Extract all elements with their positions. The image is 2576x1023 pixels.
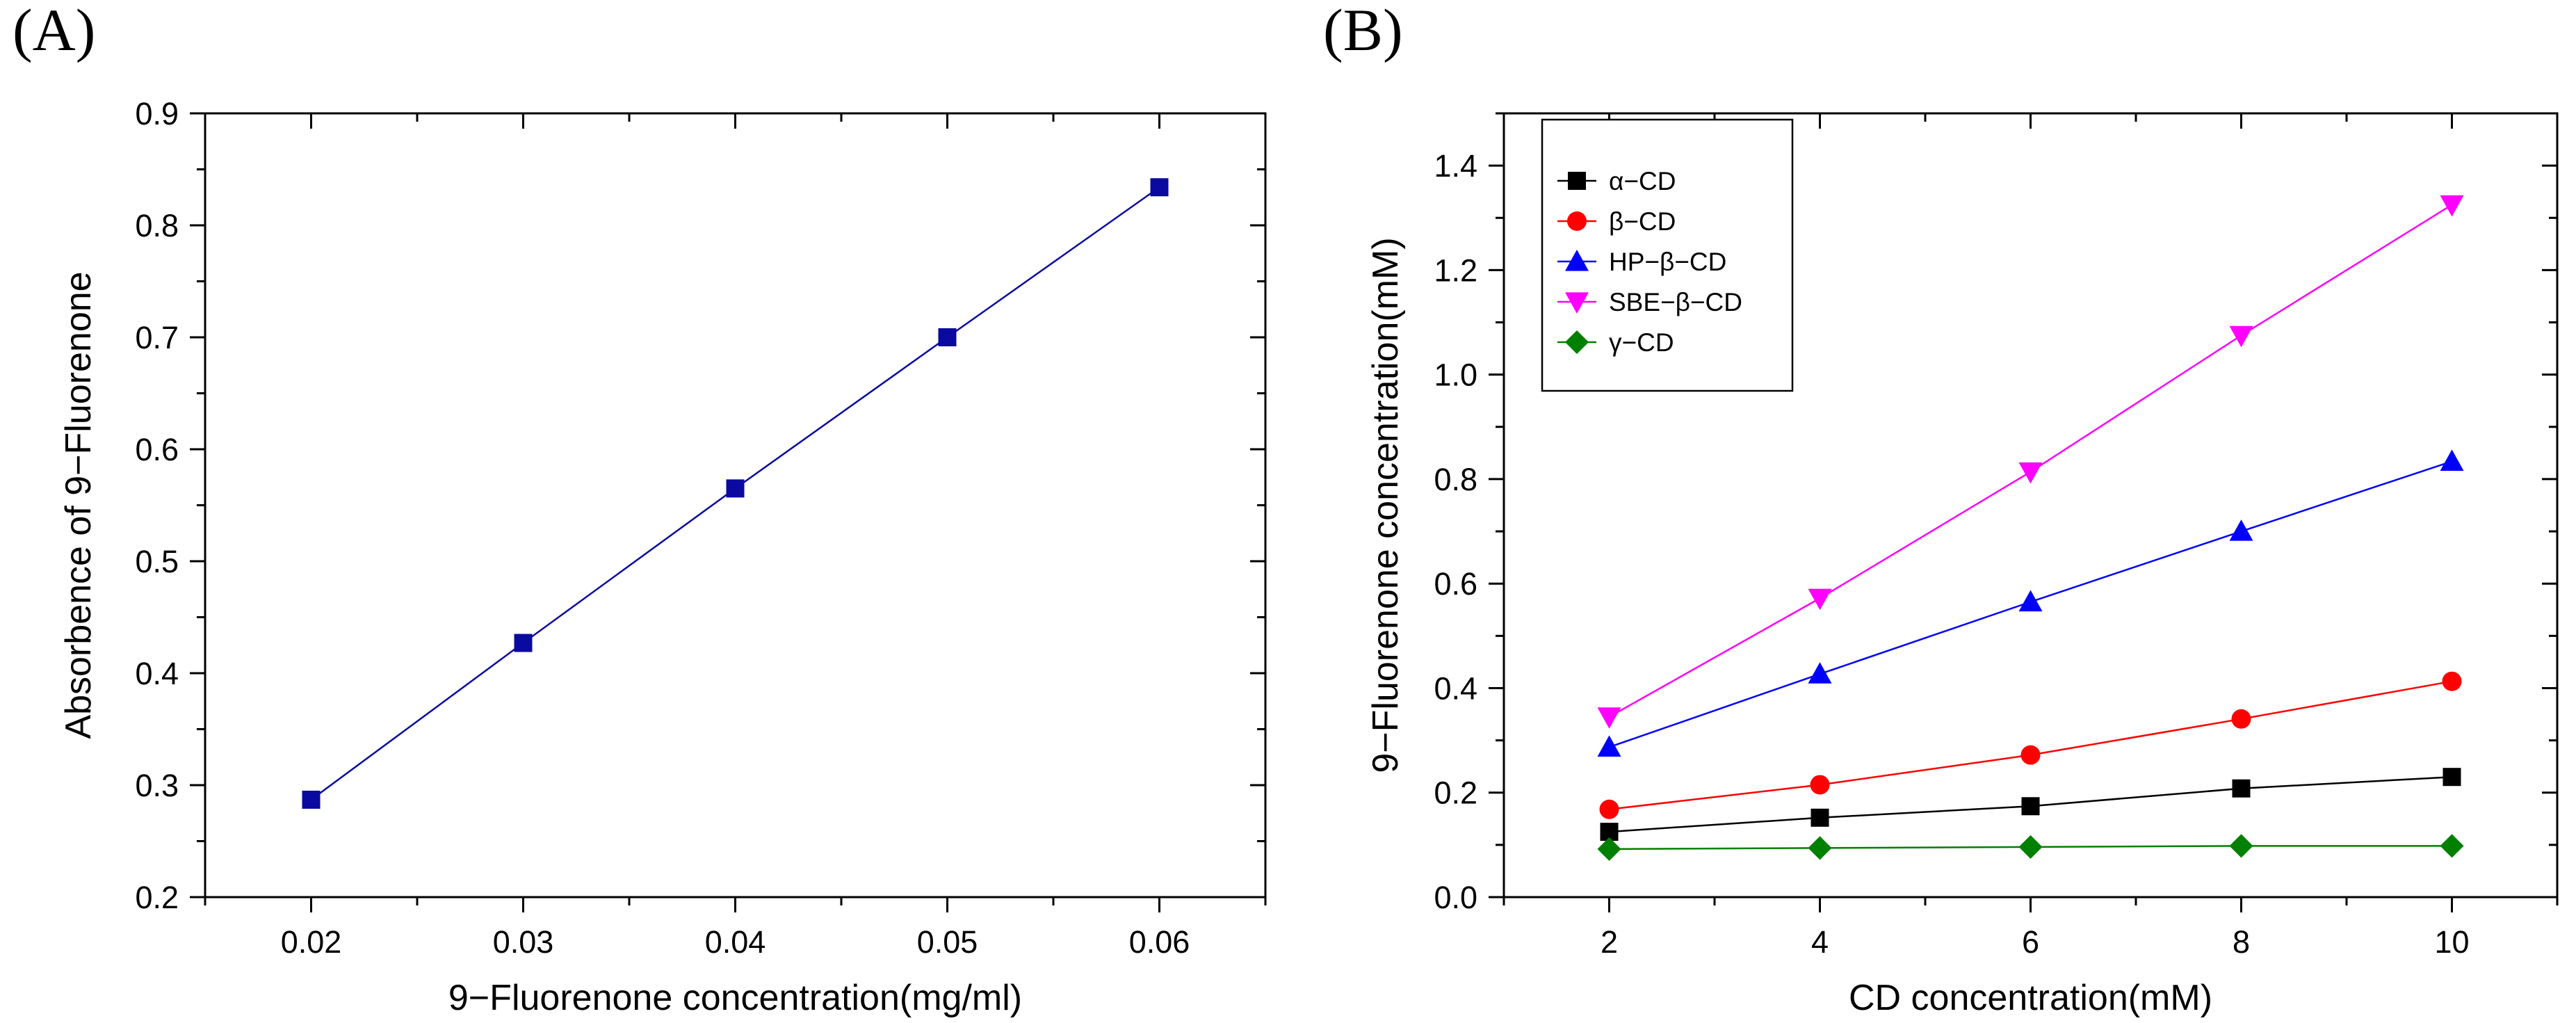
y-tick-label: 0.6 <box>135 432 179 467</box>
data-point <box>938 328 957 346</box>
data-point <box>1597 707 1621 729</box>
data-point <box>1597 837 1621 861</box>
legend-label: β−CD <box>1609 207 1676 236</box>
series-cd <box>1600 768 2461 841</box>
data-point <box>2021 797 2040 816</box>
panel-a-chart: (A) 0.02 0.03 0.04 0.05 0.06 0.2 0.3 0.4 0.5 0.6 0.… <box>13 0 1267 1018</box>
legend-marker <box>1565 292 1589 314</box>
legend-item: α−CD <box>1557 167 1676 195</box>
y-tick-label: 1.0 <box>1434 357 1477 393</box>
x-tick-label: 0.05 <box>917 924 978 960</box>
legend-label: SBE−β−CD <box>1609 288 1742 316</box>
data-point <box>2232 779 2251 798</box>
plot-frame <box>204 112 1267 899</box>
x-tick-label: 0.03 <box>493 924 554 960</box>
data-point <box>1597 735 1621 757</box>
x-axis-title: CD concentration(mM) <box>1849 978 2212 1018</box>
legend-marker <box>1565 330 1589 354</box>
y-tick-label: 0.3 <box>135 768 179 803</box>
y-tick-label: 0.7 <box>135 320 179 355</box>
legend-marker <box>1565 250 1589 271</box>
x-tick-label: 4 <box>1811 924 1829 960</box>
data-point <box>1808 588 1832 611</box>
data-point <box>1811 808 1829 827</box>
data-point <box>2440 834 2464 858</box>
data-point <box>2229 325 2253 348</box>
data-point <box>2442 671 2462 691</box>
data-point <box>1599 799 1619 819</box>
data-point <box>302 790 321 809</box>
y-tick-label: 0.4 <box>1434 670 1477 706</box>
y-tick-label: 0.5 <box>135 544 179 579</box>
series-cd <box>1599 671 2462 819</box>
data-point <box>2443 768 2461 787</box>
data-point <box>2229 834 2253 858</box>
y-tick-label: 0.8 <box>135 208 179 243</box>
x-axis-title: 9−Fluorenone concentration(mg/ml) <box>448 978 1022 1018</box>
y-axis-title: 9−Fluorenone concentration(mM) <box>1366 237 1406 773</box>
legend-item: SBE−β−CD <box>1557 288 1742 316</box>
legend-label: α−CD <box>1609 167 1676 195</box>
data-point <box>2440 195 2464 217</box>
data-point <box>2018 835 2043 859</box>
x-tick-label: 6 <box>2022 924 2039 960</box>
x-tick-label: 8 <box>2233 924 2250 960</box>
y-tick-label: 0.6 <box>1434 566 1477 602</box>
x-tick-label: 2 <box>1601 924 1618 960</box>
data-point <box>2440 449 2464 471</box>
legend-marker <box>1567 211 1587 231</box>
data-point <box>1808 662 1832 684</box>
series-9-fluorenone-standard <box>302 178 1169 809</box>
legend: α−CD β−CD HP−β−CD SBE−β−CD γ−CD <box>1541 118 1794 392</box>
legend-item: β−CD <box>1557 207 1676 236</box>
legend-label: HP−β−CD <box>1609 248 1726 276</box>
panel-label: (B) <box>1323 0 1403 63</box>
data-point <box>514 634 533 652</box>
data-point <box>2018 590 2043 612</box>
y-tick-label: 0.8 <box>1434 462 1477 497</box>
y-tick-label: 1.2 <box>1434 252 1477 288</box>
legend-item: γ−CD <box>1557 328 1674 357</box>
data-point <box>2018 462 2043 484</box>
y-tick-label: 0.2 <box>135 880 179 915</box>
data-point <box>1810 775 1830 795</box>
panel-b-chart: (B) 2 4 6 8 10 0.0 0.2 0.4 0.6 0.8 1.0 1.2 1.4 CD conc… <box>1323 0 2559 1018</box>
panel-label: (A) <box>13 0 95 63</box>
y-tick-label: 0.9 <box>135 96 179 131</box>
x-tick-label: 0.02 <box>281 924 342 960</box>
legend-label: γ−CD <box>1609 328 1674 357</box>
series-cd <box>1597 834 2464 861</box>
series-hp-cd <box>1597 449 2464 757</box>
data-point <box>1150 178 1169 197</box>
data-point <box>2229 519 2253 541</box>
legend-marker <box>1568 172 1586 190</box>
series-sbe-cd <box>1597 195 2464 729</box>
x-tick-label: 10 <box>2434 924 2469 960</box>
x-tick-label: 0.04 <box>705 924 766 960</box>
data-point <box>726 479 745 498</box>
data-point <box>2231 709 2251 729</box>
y-axis-title: Absorbence of 9−Fluorenone <box>58 271 99 739</box>
legend-item: HP−β−CD <box>1557 248 1726 276</box>
y-tick-label: 0.0 <box>1434 880 1477 915</box>
data-point <box>1808 836 1832 860</box>
data-point <box>2020 745 2041 765</box>
y-tick-label: 0.4 <box>135 656 179 691</box>
y-tick-label: 1.4 <box>1434 148 1477 184</box>
y-tick-label: 0.2 <box>1434 775 1477 811</box>
x-tick-label: 0.06 <box>1129 924 1190 960</box>
